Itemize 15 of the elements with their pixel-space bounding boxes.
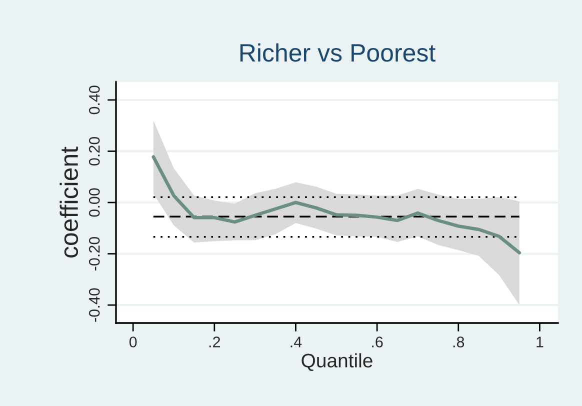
y-tick-label: -0.20 <box>88 236 100 271</box>
y-tick-label: 0.40 <box>88 86 100 114</box>
x-axis-title: Quantile <box>302 353 372 371</box>
x-tick-label: 0 <box>129 336 137 348</box>
x-tick-label: .4 <box>290 336 302 348</box>
y-tick-label: 0.00 <box>88 188 100 217</box>
y-axis-title: coefficient <box>60 146 78 258</box>
x-tick-label: 1 <box>536 336 544 348</box>
x-tick-label: .8 <box>453 336 464 348</box>
line-series <box>152 155 522 254</box>
chart-title: Richer vs Poorest <box>240 43 436 62</box>
x-tick-label: .6 <box>372 336 383 348</box>
y-tick-label: -0.40 <box>88 288 100 322</box>
y-tick-label: 0.20 <box>88 136 100 166</box>
x-tick-label: .2 <box>209 336 220 348</box>
